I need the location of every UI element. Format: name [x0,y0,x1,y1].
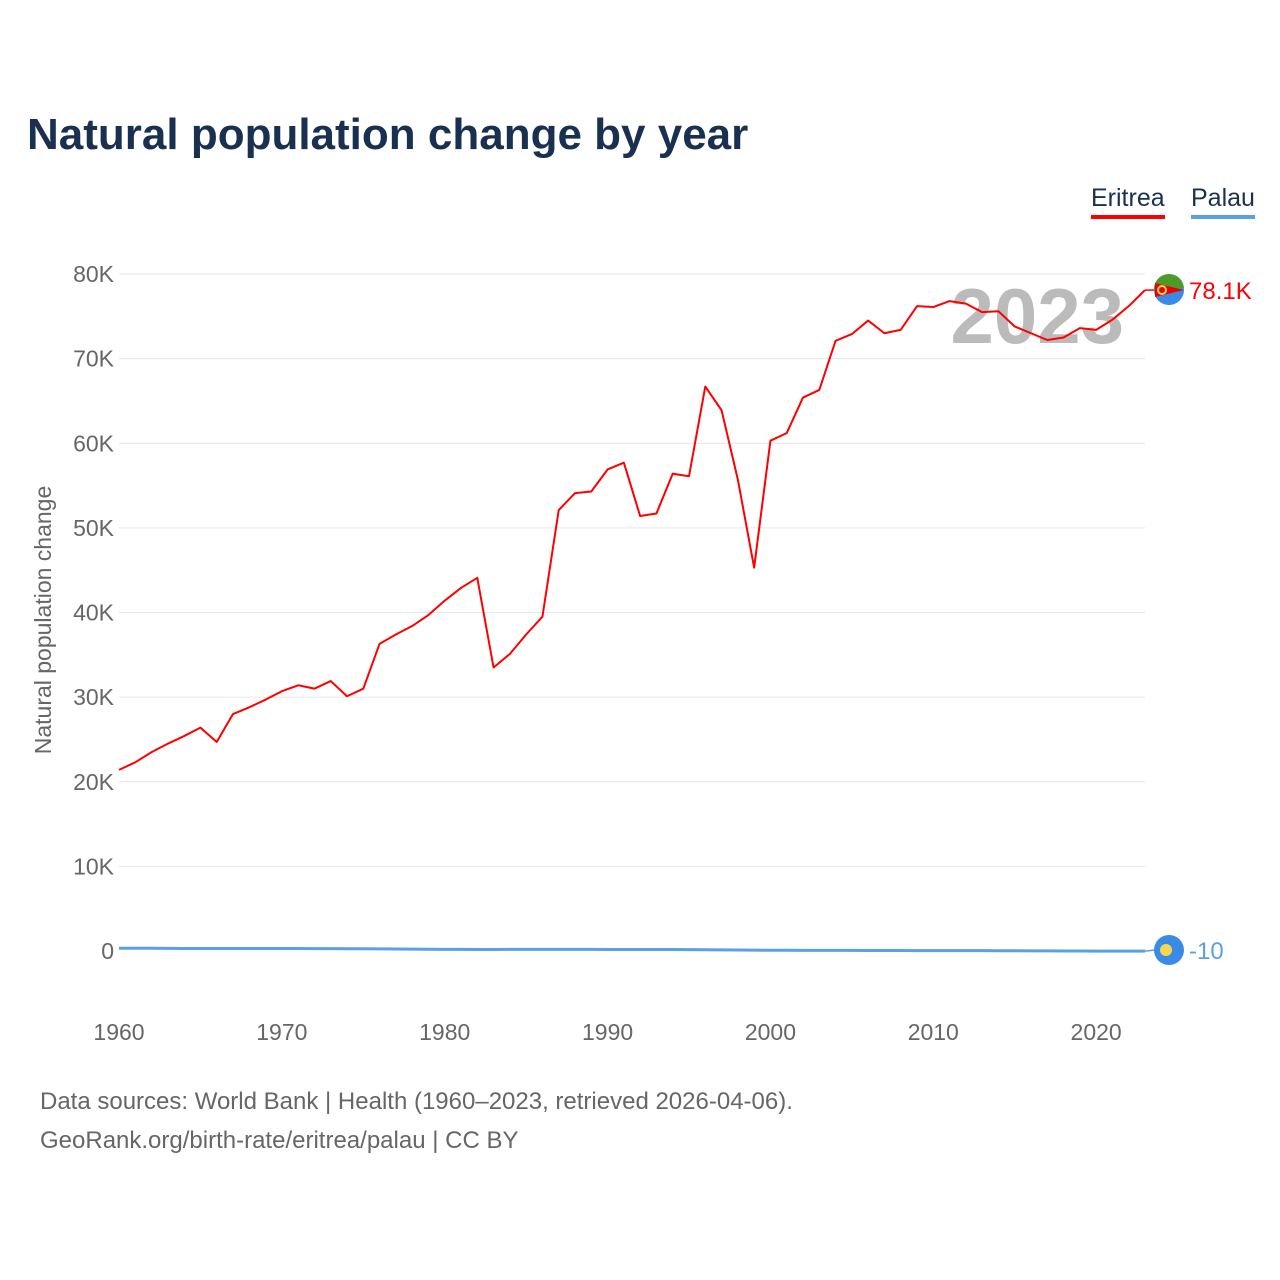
source-text: Data sources: World Bank | Health (1960–… [40,1088,793,1115]
series-line-palau [118,946,1145,953]
y-tick-label: 40K [73,600,115,626]
source-link[interactable]: GeoRank.org/birth-rate/eritrea/palau | C… [40,1127,519,1154]
line-chart: 0 10K 20K 30K 40K 50K 60K 70K 80K 1960 1970 1980 199… [30,261,1252,1045]
x-tick-label: 1990 [582,1019,633,1045]
y-tick-label: 20K [73,769,115,795]
y-tick-label: 30K [73,684,115,710]
y-tick-label: 0 [101,938,114,964]
series-line-eritrea [118,289,1146,771]
x-tick-label: 1970 [256,1019,307,1045]
flag-moon [1160,944,1172,956]
y-tick-label: 10K [73,853,115,879]
y-tick-label: 50K [73,515,115,541]
legend-palau[interactable]: Palau [1191,184,1255,219]
year-watermark: 2023 [950,272,1124,360]
x-tick-label: 2020 [1071,1019,1122,1045]
end-connector [1144,949,1156,952]
flag-emblem [1157,285,1167,295]
legend-eritrea[interactable]: Eritrea [1091,184,1165,219]
end-value-label: -10 [1189,938,1224,965]
y-tick-label: 80K [73,261,115,287]
x-tick-label: 2010 [908,1019,959,1045]
end-value-label: 78.1K [1189,278,1252,305]
y-tick-label: 60K [73,430,115,456]
y-axis-label: Natural population change [30,486,56,755]
x-tick-label: 2000 [745,1019,796,1045]
x-tick-label: 1980 [419,1019,470,1045]
y-tick-label: 70K [73,346,115,372]
chart-title: Natural population change by year [27,110,749,159]
x-tick-label: 1960 [93,1019,144,1045]
